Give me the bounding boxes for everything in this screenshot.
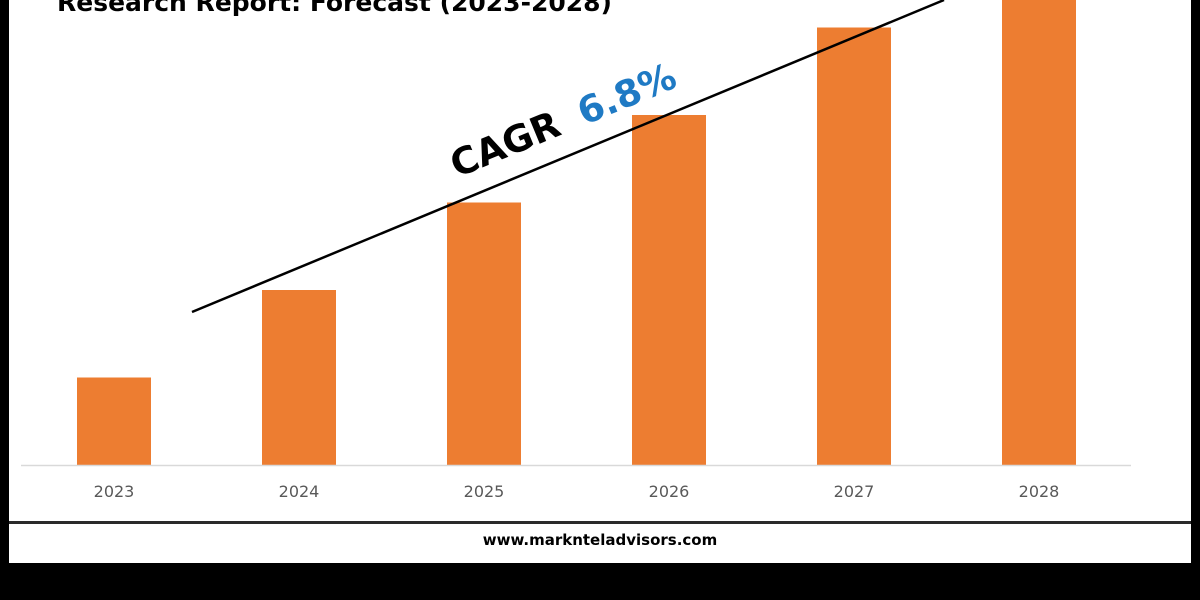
footer-divider xyxy=(9,521,1191,524)
bar-chart: 2023 2024 2025 2026 2027 2028 CAGR 6.8% xyxy=(21,0,1131,501)
cagr-label: CAGR xyxy=(444,103,566,187)
chart-title: Research Report: Forecast (2023-2028) xyxy=(57,0,612,17)
x-tick-label: 2027 xyxy=(834,482,875,501)
bar-2024 xyxy=(262,290,336,465)
bar-2026 xyxy=(632,115,706,465)
trend-line xyxy=(191,0,945,314)
bar-2023 xyxy=(77,377,151,465)
x-tick-label: 2028 xyxy=(1019,482,1060,501)
bar-2027 xyxy=(817,27,891,465)
x-tick-label: 2026 xyxy=(649,482,690,501)
chart-frame: Research Report: Forecast (2023-2028) 20… xyxy=(9,0,1191,563)
bars-layer xyxy=(77,0,1076,465)
x-tick-labels: 2023 2024 2025 2026 2027 2028 xyxy=(94,482,1060,501)
footer-website[interactable]: www.marknteladvisors.com xyxy=(482,531,718,549)
x-tick-label: 2024 xyxy=(279,482,320,501)
x-tick-label: 2023 xyxy=(94,482,135,501)
bar-2028 xyxy=(1002,0,1076,465)
bar-2025 xyxy=(447,202,521,465)
x-tick-label: 2025 xyxy=(464,482,505,501)
